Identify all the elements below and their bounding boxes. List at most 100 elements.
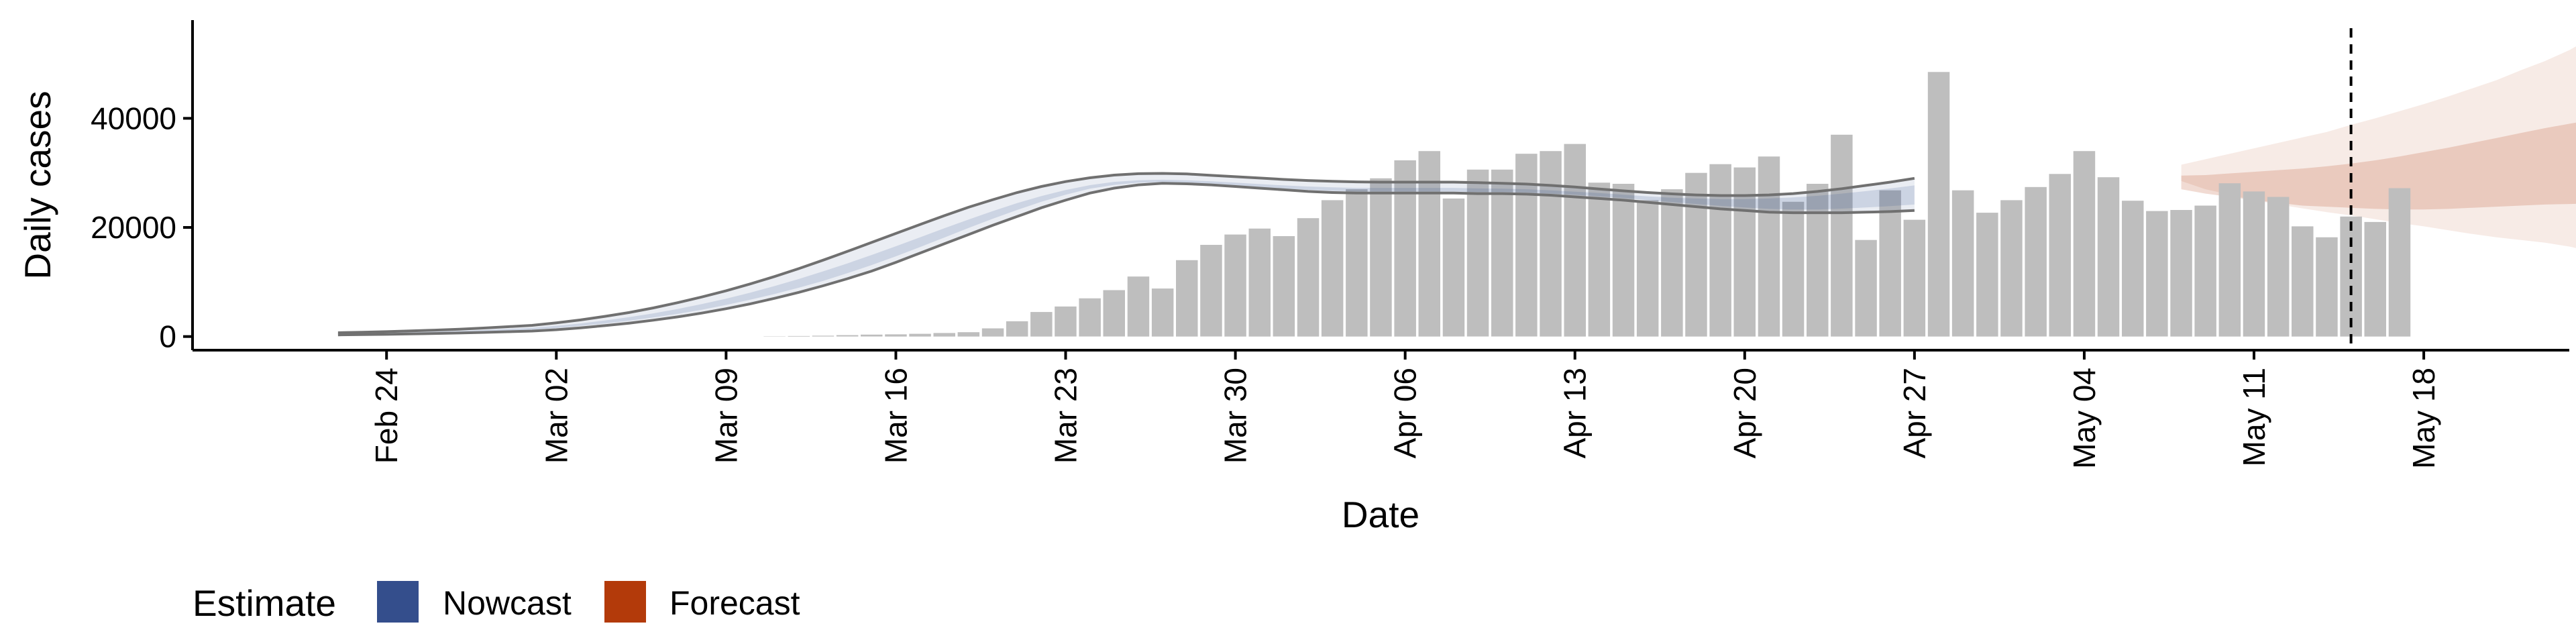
reported-cases-bar: [1200, 245, 1222, 337]
reported-cases-bar: [1491, 169, 1513, 337]
x-tick-label: Mar 30: [1218, 368, 1253, 464]
legend-label-forecast: Forecast: [669, 584, 800, 622]
reported-cases-bar: [1006, 321, 1028, 337]
x-tick-label: Apr 27: [1897, 368, 1932, 459]
reported-cases-bar: [1248, 228, 1271, 337]
reported-cases-bar: [1782, 201, 1805, 337]
axes: [191, 20, 2569, 352]
x-tick-label: Mar 16: [878, 368, 913, 464]
nowcast-ribbons: [337, 172, 1915, 337]
reported-cases-bar: [2146, 211, 2168, 337]
reported-cases-bar: [1540, 151, 1562, 337]
x-tick-label: May 04: [2067, 368, 2102, 469]
x-tick-label: Apr 20: [1727, 368, 1762, 459]
x-axis-title: Date: [1342, 494, 1419, 535]
reported-cases-bar: [1927, 72, 1950, 337]
reported-cases-bar: [861, 334, 883, 337]
reported-cases-bar: [957, 332, 980, 337]
reported-cases-bar: [2218, 183, 2241, 337]
reported-cases-bar: [1976, 213, 1998, 337]
reported-cases-bar: [1636, 200, 1659, 337]
reported-cases-bar: [2170, 210, 2192, 337]
reported-cases-bar: [1709, 164, 1731, 337]
reported-cases-bar: [1103, 290, 1125, 337]
x-tick-label: Mar 02: [539, 368, 574, 464]
x-tick-label: Mar 09: [708, 368, 743, 464]
x-tick-label: Apr 06: [1388, 368, 1423, 459]
reported-cases-bar: [909, 333, 931, 337]
legend: Estimate Nowcast Forecast: [193, 581, 800, 624]
reported-cases-bar: [2364, 221, 2386, 337]
reported-cases-bar: [2267, 197, 2290, 337]
reported-cases-bar: [2292, 226, 2314, 337]
reported-cases-bar: [1394, 160, 1416, 337]
reported-cases-bar: [1515, 154, 1538, 337]
reported-cases-bar: [1466, 169, 1489, 337]
nowcast-upper-line: [337, 172, 1915, 334]
reported-cases-bars: [763, 72, 2411, 337]
reported-cases-bar: [1224, 234, 1246, 337]
reported-cases-bar: [1442, 198, 1465, 337]
x-tick-label: Mar 23: [1049, 368, 1083, 464]
nowcast-outer-ribbon: [337, 173, 1915, 335]
reported-cases-bar: [1879, 190, 1901, 337]
reported-cases-bar: [1176, 260, 1198, 337]
reported-cases-bar: [1855, 239, 1877, 337]
reported-cases-bar: [1903, 219, 1926, 337]
reported-cases-bar: [1685, 172, 1707, 337]
reported-cases-bar: [812, 335, 835, 337]
reported-cases-bar: [933, 333, 955, 337]
reported-cases-bar: [1079, 298, 1101, 337]
reported-cases-bar: [1733, 167, 1756, 337]
reported-cases-bar: [885, 334, 907, 337]
reported-cases-bar: [2073, 151, 2096, 337]
legend-swatch-nowcast: [377, 581, 419, 623]
y-axis-title: Daily cases: [17, 91, 58, 279]
y-tick-label: 0: [159, 319, 176, 354]
x-ticks: Feb 24 Mar 02 Mar 09 Mar 16 Mar 23 Mar 30 Apr …: [369, 350, 2441, 469]
reported-cases-bar: [1588, 182, 1611, 337]
legend-swatch-forecast: [604, 581, 646, 623]
legend-label-nowcast: Nowcast: [443, 584, 572, 622]
reported-cases-bar: [2122, 201, 2144, 337]
reported-cases-bar: [981, 328, 1004, 337]
reported-cases-bar: [1055, 306, 1077, 337]
reported-cases-bar: [1564, 144, 1586, 337]
reported-cases-bar: [1807, 184, 1829, 337]
reported-cases-bar: [836, 335, 859, 337]
x-tick-label: Apr 13: [1558, 368, 1593, 459]
reported-cases-bar: [2316, 237, 2338, 337]
reported-cases-bar: [1418, 151, 1440, 337]
legend-title: Estimate: [193, 582, 336, 624]
reported-cases-bar: [1758, 156, 1780, 337]
reported-cases-bar: [2097, 177, 2120, 337]
reported-cases-bar: [1951, 190, 1974, 337]
y-tick-label: 40000: [91, 101, 176, 136]
forecast-inner-ribbon: [2181, 122, 2576, 210]
nowcast-lower-line: [337, 182, 1915, 337]
reported-cases-bar: [1127, 276, 1150, 337]
reported-cases-bar: [1612, 184, 1635, 337]
reported-cases-bar: [2194, 205, 2216, 337]
reported-cases-bar: [1151, 288, 1174, 337]
reported-cases-bar: [1297, 218, 1320, 337]
x-tick-label: Feb 24: [369, 368, 404, 464]
reported-cases-bar: [2049, 174, 2071, 337]
reported-cases-bar: [788, 335, 810, 337]
reported-cases-bar: [2000, 200, 2023, 337]
reported-cases-bar: [1030, 312, 1053, 337]
reported-cases-bar: [1370, 178, 1392, 337]
y-ticks: 0 20000 40000: [91, 101, 193, 354]
x-tick-label: May 11: [2237, 368, 2271, 466]
reported-cases-bar: [1346, 189, 1368, 337]
reported-cases-bar: [1321, 200, 1344, 337]
reported-cases-bar: [2388, 188, 2411, 337]
reported-cases-bar: [2243, 191, 2265, 337]
reported-cases-bar: [1273, 236, 1295, 337]
reported-cases-bar: [1661, 189, 1683, 337]
reported-cases-bar: [2025, 186, 2047, 337]
reported-cases-bar: [1831, 134, 1853, 337]
x-tick-label: May 18: [2406, 368, 2441, 469]
y-tick-label: 20000: [91, 210, 176, 245]
